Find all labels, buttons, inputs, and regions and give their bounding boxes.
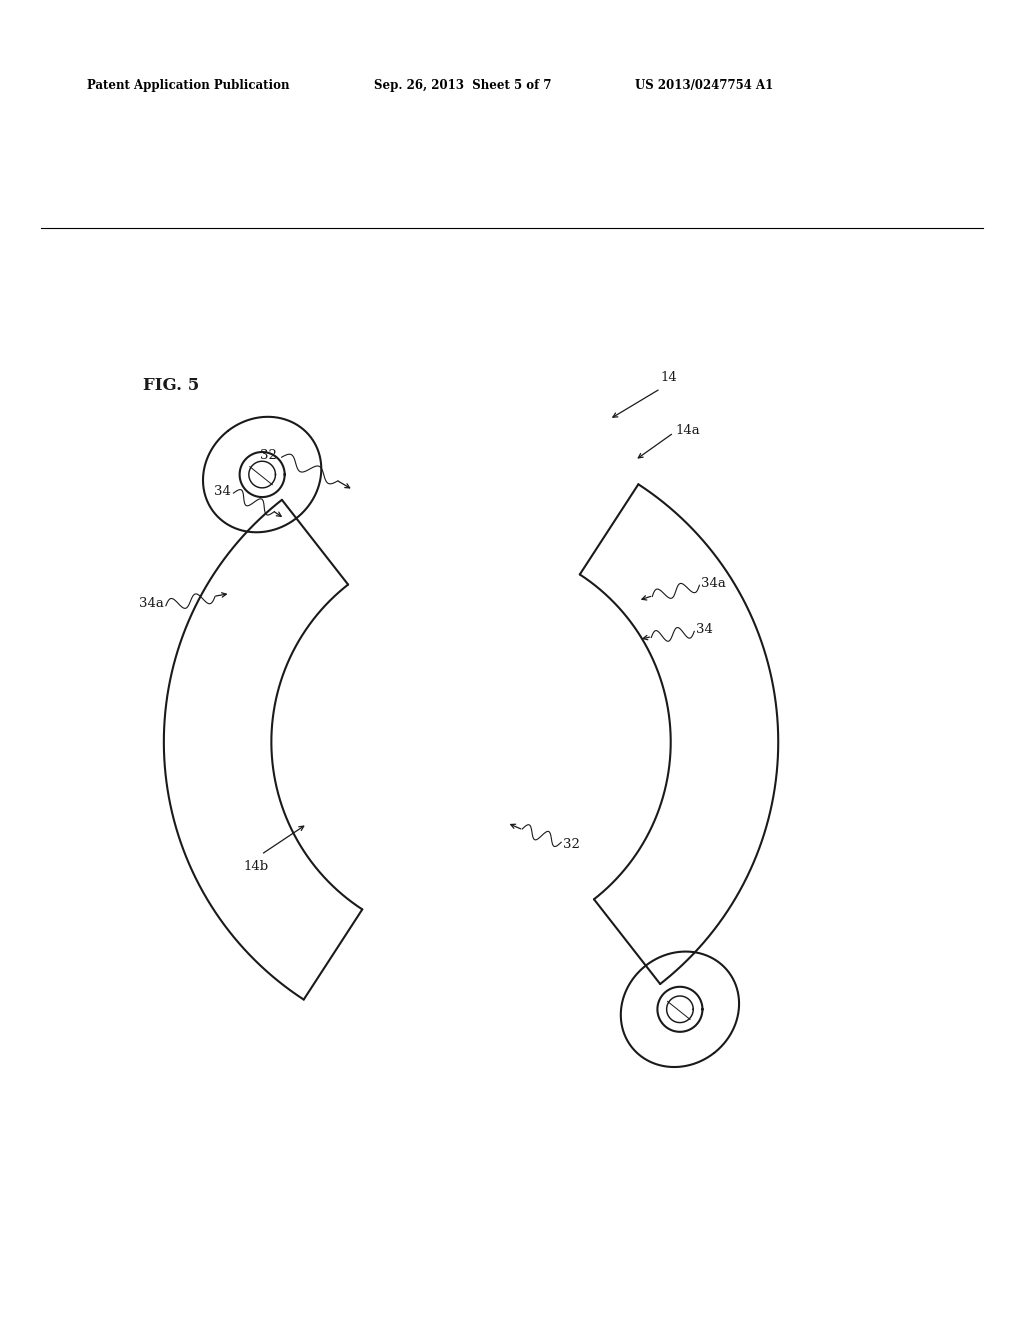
Text: 14a: 14a <box>676 425 700 437</box>
Text: FIG. 5: FIG. 5 <box>143 376 200 393</box>
Text: 34: 34 <box>214 484 230 498</box>
Text: 34a: 34a <box>701 577 726 590</box>
Text: 14: 14 <box>660 371 677 384</box>
Text: US 2013/0247754 A1: US 2013/0247754 A1 <box>635 79 773 92</box>
Text: 14b: 14b <box>244 859 268 873</box>
Text: Patent Application Publication: Patent Application Publication <box>87 79 290 92</box>
Text: 34a: 34a <box>139 597 164 610</box>
Text: 32: 32 <box>260 449 276 462</box>
Text: 34: 34 <box>696 623 713 636</box>
Text: 32: 32 <box>563 838 580 851</box>
Text: Sep. 26, 2013  Sheet 5 of 7: Sep. 26, 2013 Sheet 5 of 7 <box>374 79 551 92</box>
